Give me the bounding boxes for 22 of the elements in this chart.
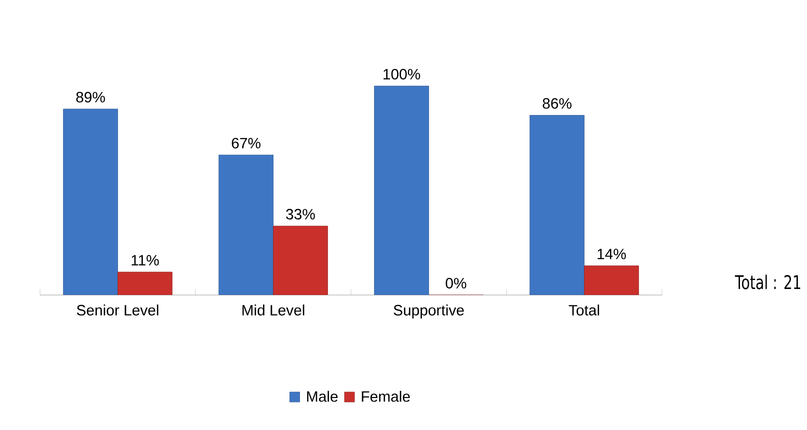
bar	[273, 226, 328, 295]
data-label: 14%	[598, 248, 626, 260]
data-label: 89%	[76, 92, 105, 102]
legend-label: Male	[307, 390, 338, 402]
bar	[218, 154, 274, 295]
bar	[374, 86, 429, 295]
bar	[63, 108, 118, 295]
bar	[118, 272, 172, 295]
data-label: 67%	[232, 138, 260, 148]
bar	[584, 266, 639, 295]
data-label: 0%	[446, 278, 466, 288]
legend-label: Female	[362, 390, 410, 402]
x-tick-label: Mid Level	[242, 304, 304, 316]
x-tick-label: Supportive	[394, 304, 464, 318]
bar	[530, 115, 584, 295]
data-label: 100%	[384, 68, 420, 80]
data-label: 11%	[132, 255, 159, 266]
data-label: 33%	[286, 208, 315, 220]
x-tick-label: Senior Level	[76, 304, 158, 316]
text: Total : 21	[734, 274, 800, 290]
x-tick-label: Total	[568, 304, 600, 316]
data-label: 86%	[542, 98, 572, 109]
